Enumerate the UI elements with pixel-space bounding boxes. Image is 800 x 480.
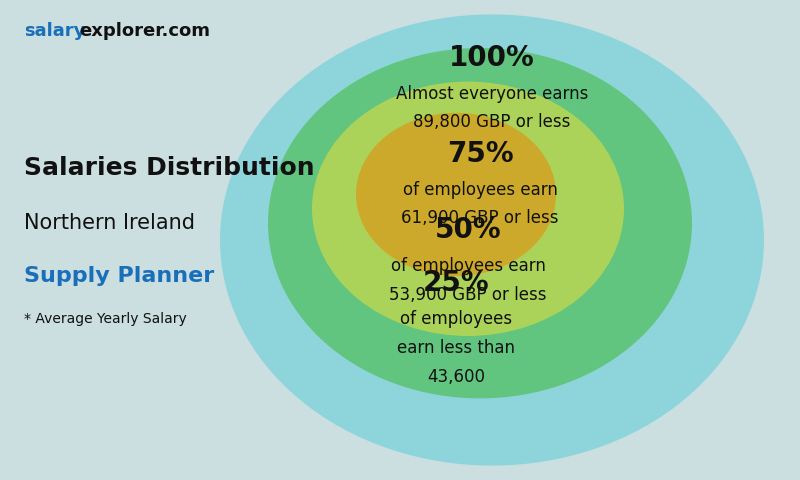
Text: Northern Ireland: Northern Ireland (24, 213, 195, 233)
Ellipse shape (312, 82, 624, 336)
Text: Salaries Distribution: Salaries Distribution (24, 156, 314, 180)
Text: 75%: 75% (446, 140, 514, 168)
Text: 53,900 GBP or less: 53,900 GBP or less (390, 286, 546, 304)
Ellipse shape (268, 48, 692, 398)
Text: 100%: 100% (449, 44, 535, 72)
Text: Almost everyone earns: Almost everyone earns (396, 84, 588, 103)
Text: explorer.com: explorer.com (79, 22, 210, 40)
Text: of employees: of employees (400, 310, 512, 328)
Text: 50%: 50% (434, 216, 502, 244)
Text: * Average Yearly Salary: * Average Yearly Salary (24, 312, 186, 326)
Text: 89,800 GBP or less: 89,800 GBP or less (414, 113, 570, 132)
Text: salary: salary (24, 22, 86, 40)
Ellipse shape (220, 14, 764, 466)
Text: of employees earn: of employees earn (402, 180, 558, 199)
Ellipse shape (356, 113, 556, 276)
Text: Supply Planner: Supply Planner (24, 266, 214, 286)
Text: earn less than: earn less than (397, 339, 515, 357)
Text: 25%: 25% (422, 269, 490, 297)
Text: of employees earn: of employees earn (390, 257, 546, 276)
Text: 61,900 GBP or less: 61,900 GBP or less (402, 209, 558, 228)
Text: 43,600: 43,600 (427, 368, 485, 386)
